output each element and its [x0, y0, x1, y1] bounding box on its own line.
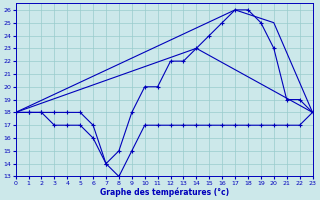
- X-axis label: Graphe des températures (°c): Graphe des températures (°c): [100, 187, 229, 197]
